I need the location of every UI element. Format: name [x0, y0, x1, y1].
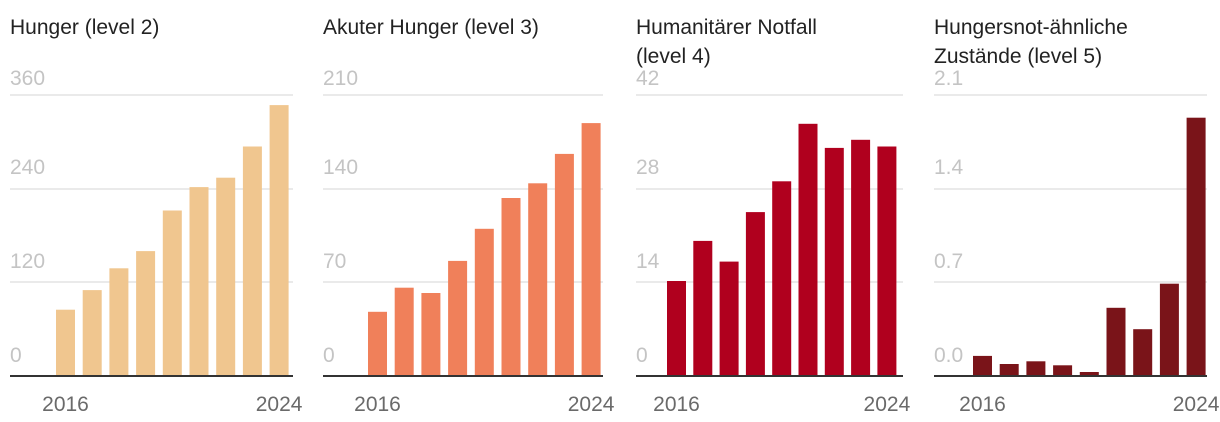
- bar-2022: [824, 147, 844, 376]
- x-tick-label: 2016: [653, 393, 700, 416]
- y-tick-label: 120: [10, 250, 45, 273]
- y-tick-label: 70: [323, 250, 346, 273]
- x-tick-label: 2024: [1173, 393, 1220, 416]
- y-tick-label: 0: [10, 344, 22, 367]
- chart-panel-1: Hunger (level 2) 0 120 240 360 2016 2024: [10, 16, 303, 416]
- chart-panel-3: Humanitärer Notfall (level 4) 0 14 28 42 2016 2…: [636, 16, 911, 416]
- y-tick-label: 140: [323, 156, 358, 179]
- panel-title: Akuter Hunger (level 3): [323, 16, 539, 39]
- x-tick-label: 2024: [256, 393, 303, 416]
- y-tick-label: 360: [10, 67, 45, 90]
- y-tick-label: 14: [636, 250, 660, 273]
- y-tick-label: 0.0: [934, 344, 963, 367]
- bar-2016: [667, 281, 686, 376]
- y-tick-label: 2.1: [934, 67, 963, 90]
- y-tick-label: 1.4: [934, 156, 964, 179]
- bar-2021: [189, 187, 209, 376]
- bar-2016: [368, 311, 387, 376]
- bar-2018: [421, 293, 441, 376]
- bar-2019: [448, 260, 468, 376]
- bar-2024: [877, 146, 897, 376]
- x-tick-label: 2016: [354, 393, 401, 416]
- chart-panel-4: Hungersnot-ähnliche Zustände (level 5) 0.0…: [934, 16, 1220, 416]
- panel-title: Hunger (level 2): [10, 16, 159, 39]
- bar-2018: [1026, 361, 1046, 376]
- bar-2019: [745, 212, 765, 376]
- chart-panel-2: Akuter Hunger (level 3) 0 70 140 210 2016 2024: [323, 16, 615, 416]
- bar-2021: [798, 123, 818, 376]
- bar-2019: [1053, 365, 1073, 376]
- bar-2023: [242, 146, 262, 376]
- bar-2023: [554, 153, 574, 376]
- bar-2020: [162, 210, 182, 376]
- bar-2022: [528, 183, 548, 376]
- bar-2017: [999, 364, 1019, 376]
- x-tick-label: 2016: [42, 393, 89, 416]
- y-tick-label: 240: [10, 156, 45, 179]
- bar-2018: [109, 268, 129, 376]
- bar-2017: [394, 287, 414, 376]
- x-tick-label: 2024: [864, 393, 911, 416]
- y-tick-label: 0.7: [934, 250, 963, 273]
- x-tick-label: 2016: [959, 393, 1006, 416]
- bar-2024: [581, 123, 601, 376]
- y-tick-label: 0: [636, 344, 648, 367]
- y-tick-label: 0: [323, 344, 335, 367]
- panel-title: (level 4): [636, 45, 711, 68]
- bar-2024: [269, 105, 289, 376]
- bar-2022: [216, 177, 236, 376]
- y-tick-label: 42: [636, 67, 659, 90]
- panel-title: Zustände (level 5): [934, 45, 1102, 68]
- bar-2024: [1186, 117, 1206, 376]
- bar-2020: [772, 181, 792, 376]
- bar-2017: [82, 290, 102, 376]
- bar-2017: [693, 240, 713, 376]
- bar-2020: [474, 228, 494, 376]
- bar-2023: [851, 139, 871, 376]
- y-tick-label: 210: [323, 67, 358, 90]
- bar-2022: [1133, 329, 1153, 376]
- x-tick-label: 2024: [568, 393, 615, 416]
- bar-2021: [501, 198, 521, 376]
- bar-2016: [56, 309, 75, 376]
- bar-2019: [136, 251, 156, 376]
- bar-2021: [1106, 307, 1126, 376]
- bar-2016: [973, 355, 992, 376]
- bar-2020: [1079, 372, 1099, 376]
- panel-title: Humanitärer Notfall: [636, 16, 817, 39]
- panel-title: Hungersnot-ähnliche: [934, 16, 1128, 39]
- bar-2018: [719, 261, 739, 376]
- y-tick-label: 28: [636, 156, 659, 179]
- bar-2023: [1159, 283, 1179, 376]
